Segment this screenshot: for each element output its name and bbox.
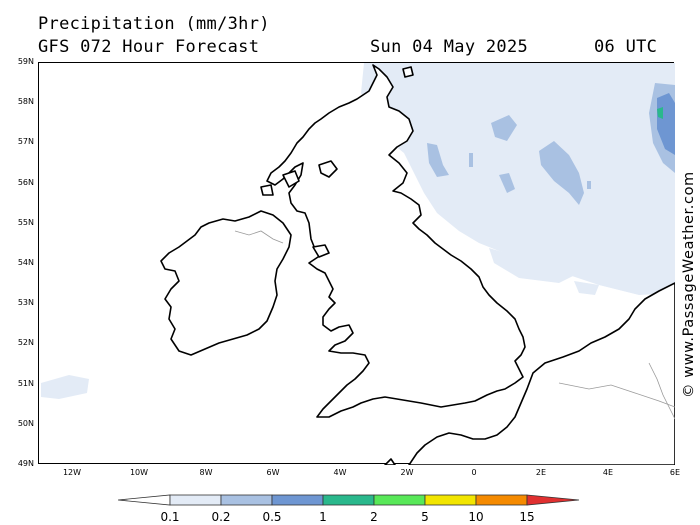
lon-label: 12W <box>62 468 82 477</box>
lat-label: 55N <box>17 217 34 227</box>
country-borders <box>234 230 675 420</box>
precip-light-areas <box>41 63 675 399</box>
legend-swatch <box>271 494 324 506</box>
legend-swatch <box>169 494 222 506</box>
lat-label: 51N <box>17 378 34 388</box>
lon-label: 6W <box>266 468 280 477</box>
lon-label: 10W <box>129 468 149 477</box>
precip-green-areas <box>657 107 663 119</box>
lon-label: 4E <box>602 468 614 477</box>
legend-swatch <box>117 494 171 506</box>
legend-swatch <box>526 494 580 506</box>
legend-swatch <box>220 494 273 506</box>
lat-label: 57N <box>17 137 34 147</box>
coastlines <box>160 64 675 465</box>
lon-label: 2W <box>400 468 414 477</box>
lat-label: 52N <box>17 338 34 348</box>
legend-tick-label: 0.2 <box>211 510 231 524</box>
forecast-date: Sun 04 May 2025 <box>370 37 529 57</box>
legend-tick-label: 15 <box>519 510 535 524</box>
legend-swatch <box>424 494 477 506</box>
legend-tick-label: 2 <box>370 510 378 524</box>
lon-label: 8W <box>199 468 213 477</box>
legend-swatch <box>373 494 426 506</box>
map-panel <box>38 62 675 465</box>
lon-label: 0 <box>471 468 477 477</box>
precip-legend: 0.1 0.2 0.5 1 2 5 10 15 <box>117 494 582 524</box>
legend-colorbar <box>117 494 580 506</box>
legend-tick-label: 5 <box>421 510 429 524</box>
lon-label: 6E <box>669 468 681 477</box>
legend-swatch <box>322 494 375 506</box>
watermark-text: © www.PassageWeather.com <box>681 171 697 398</box>
lat-label: 50N <box>17 418 34 428</box>
lat-label: 53N <box>17 298 34 308</box>
watermark: © www.PassageWeather.com <box>676 150 700 400</box>
lon-label: 2E <box>535 468 547 477</box>
lat-label: 54N <box>17 258 34 267</box>
legend-tick-label: 0.1 <box>160 510 180 524</box>
legend-tick-label: 0.5 <box>262 510 282 524</box>
lat-label: 58N <box>17 97 34 107</box>
map-title: Precipitation (mm/3hr) <box>38 14 270 34</box>
lon-label: 4W <box>333 468 347 477</box>
forecast-subtitle: GFS 072 Hour Forecast <box>38 37 260 57</box>
lat-label: 49N <box>17 459 34 468</box>
legend-tick-label: 10 <box>468 510 484 524</box>
legend-swatch <box>475 494 528 506</box>
legend-tick-label: 1 <box>319 510 327 524</box>
lat-label: 56N <box>17 177 34 187</box>
forecast-time: 06 UTC <box>594 37 658 57</box>
precipitation-map <box>41 63 675 465</box>
lat-label: 59N <box>17 57 34 66</box>
